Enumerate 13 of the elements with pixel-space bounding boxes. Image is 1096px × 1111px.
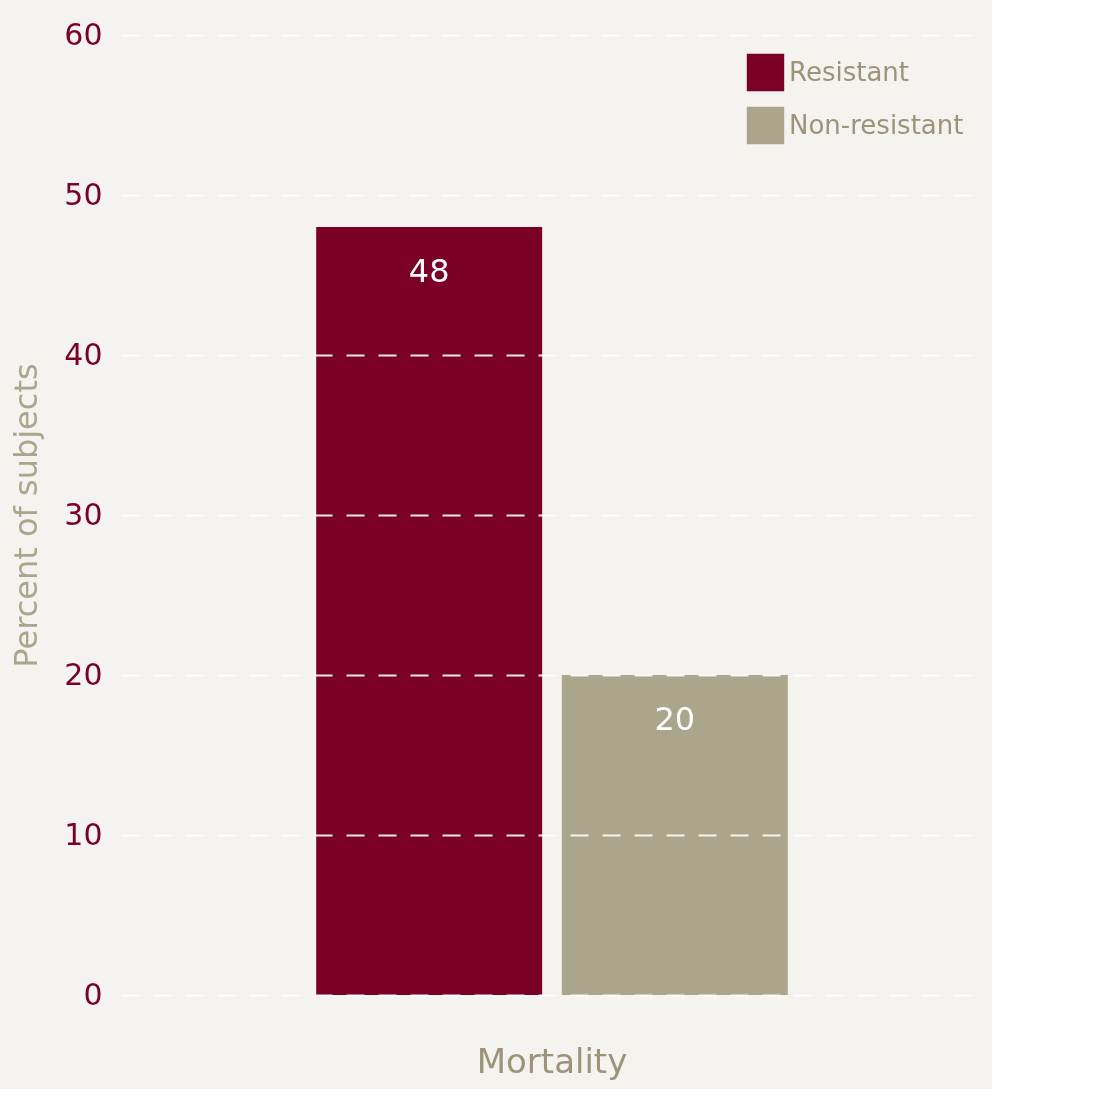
data-label: 48 [408,252,450,290]
y-tick-label: 20 [64,656,103,692]
x-tick-label: Mortality [476,1040,628,1081]
legend-label: Non-resistant [789,109,964,140]
data-label: 20 [654,700,696,738]
legend-label: Resistant [789,56,910,87]
y-tick-label: 60 [64,16,103,52]
y-tick-label: 50 [64,176,103,212]
y-tick-label: 10 [64,816,103,852]
y-tick-label: 40 [64,336,103,372]
y-tick-label: 0 [83,976,103,1012]
y-tick-label: 30 [64,496,103,532]
y-axis-title: Percent of subjects [7,363,46,668]
